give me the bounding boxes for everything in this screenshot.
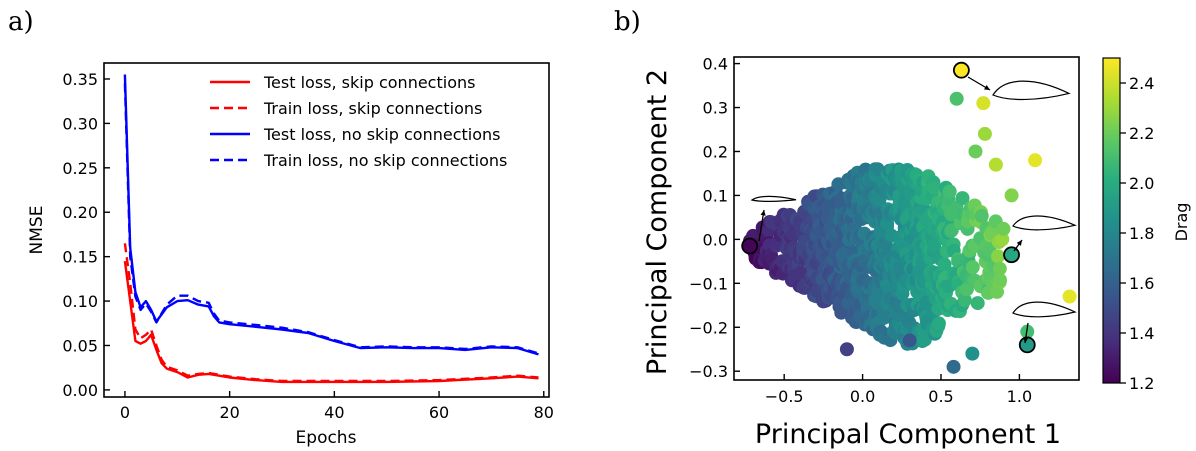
data-point — [839, 342, 854, 357]
panel-a-xlabel: Epochs — [296, 428, 357, 448]
airfoil-shape — [1012, 215, 1077, 231]
airfoil-shape — [1012, 301, 1077, 318]
y-tick-label: 0.4 — [703, 55, 728, 74]
highlighted-point — [1018, 336, 1036, 354]
series-line-1 — [123, 243, 539, 383]
colorbar-tick-label: 2.4 — [1129, 74, 1154, 93]
highlighted-point — [741, 237, 759, 255]
y-tick-label: 0.20 — [62, 203, 98, 222]
data-point — [993, 273, 1007, 287]
panel-b-plot-area — [741, 61, 1077, 374]
data-point — [996, 221, 1011, 236]
data-point — [991, 249, 1005, 264]
x-tick-label: 0.5 — [928, 387, 953, 406]
y-tick-label: −0.1 — [689, 274, 728, 293]
data-point — [902, 333, 917, 348]
y-tick-label: 0.3 — [703, 99, 728, 118]
series-line-0 — [123, 260, 539, 384]
colorbar-tick-label: 1.4 — [1129, 324, 1154, 343]
panel-b-xlabel: Principal Component 1 — [755, 419, 1061, 450]
data-point — [965, 260, 980, 275]
annotation-arrowhead — [1023, 337, 1029, 343]
data-point — [937, 257, 952, 272]
data-point — [968, 144, 983, 159]
x-tick-label: 60 — [429, 403, 449, 422]
data-point — [942, 184, 957, 199]
data-point — [946, 359, 961, 374]
highlighted-point — [952, 61, 970, 79]
airfoil-shape — [992, 80, 1071, 101]
colorbar-tick-label: 1.2 — [1129, 374, 1154, 393]
x-tick-label: −0.5 — [765, 387, 804, 406]
y-tick-label: 0.00 — [62, 381, 98, 400]
panel-b-label: b) — [614, 7, 641, 37]
legend-entry: Test loss, no skip connections — [263, 125, 500, 144]
data-point — [927, 239, 942, 254]
legend-entry: Train loss, no skip connections — [263, 151, 507, 170]
data-point — [995, 232, 1010, 247]
y-tick-label: 0.25 — [62, 159, 98, 178]
legend-entry: Test loss, skip connections — [263, 73, 475, 92]
annotation-arrowhead — [1016, 240, 1022, 246]
panel-a-axes-frame — [103, 62, 550, 398]
y-tick-label: −0.2 — [689, 318, 728, 337]
colorbar-label: Drag — [1172, 203, 1191, 242]
data-point — [955, 191, 970, 206]
panel-b-axes-frame — [733, 56, 1080, 381]
x-tick-label: 1.0 — [1007, 387, 1032, 406]
panel-a-legend: Test loss, skip connections Train loss, s… — [210, 73, 507, 170]
airfoil-insets — [750, 76, 1077, 344]
data-point — [949, 91, 964, 106]
annotation-arrowhead — [984, 85, 990, 90]
panel-a-ticks: 0 20 40 60 80 0.00 0.05 0.10 0.15 0.20 0.25 0.30 0.3… — [62, 70, 554, 422]
x-tick-label: 0.0 — [850, 387, 875, 406]
x-tick-label: 20 — [219, 403, 239, 422]
y-tick-label: 0.0 — [703, 230, 728, 249]
data-point — [1062, 289, 1077, 304]
y-tick-label: 0.30 — [62, 114, 98, 133]
panel-b-ylabel: Principal Component 2 — [642, 69, 673, 375]
y-tick-label: 0.15 — [62, 248, 98, 267]
y-tick-label: 0.10 — [62, 292, 98, 311]
colorbar — [1102, 57, 1121, 384]
panel-a: a) 0 20 40 60 80 0.00 0.05 0.10 0.15 0.20 0.25 0.30… — [8, 7, 554, 448]
data-point — [992, 261, 1007, 276]
colorbar-tick-label: 1.8 — [1129, 224, 1154, 243]
panel-b-ticks: −0.5 0.0 0.5 1.0 −0.3 −0.2 −0.1 0.0 0.1 0.2 0.3 0.4 — [689, 55, 1032, 406]
data-point — [957, 293, 972, 308]
data-point — [1028, 153, 1043, 168]
data-point — [974, 209, 989, 223]
y-tick-label: 0.35 — [62, 70, 98, 89]
panel-b: b) −0.5 0.0 0.5 1.0 −0.3 −0.2 −0.1 0.0 0.1 0.2 0.3… — [614, 7, 1191, 450]
panel-a-label: a) — [8, 7, 34, 37]
airfoil-shape — [750, 195, 797, 202]
data-point — [931, 316, 946, 331]
y-tick-label: 0.2 — [703, 142, 728, 161]
data-point — [1004, 188, 1019, 203]
y-tick-label: 0.05 — [62, 336, 98, 355]
colorbar-tick-label: 1.6 — [1129, 274, 1154, 293]
colorbar-ticks: 1.2 1.4 1.6 1.8 2.0 2.2 2.4 — [1120, 74, 1154, 393]
highlighted-point — [1003, 246, 1020, 264]
data-point — [976, 96, 991, 111]
colorbar-tick-label: 2.0 — [1129, 174, 1154, 193]
x-tick-label: 0 — [120, 403, 130, 422]
annotation-arrowhead — [760, 210, 766, 216]
data-point — [977, 126, 992, 141]
y-tick-label: −0.3 — [689, 362, 728, 381]
colorbar-tick-label: 2.2 — [1129, 124, 1154, 143]
data-point — [970, 296, 985, 311]
data-point — [988, 157, 1003, 172]
legend-entry: Train loss, skip connections — [263, 99, 482, 118]
panel-a-ylabel: NMSE — [27, 206, 47, 255]
series-line-3 — [123, 83, 539, 355]
x-tick-label: 80 — [534, 403, 554, 422]
panel-a-plot-area — [123, 74, 539, 384]
y-tick-label: 0.1 — [703, 186, 728, 205]
x-tick-label: 40 — [324, 403, 344, 422]
data-point — [965, 346, 980, 361]
data-point — [927, 181, 942, 195]
